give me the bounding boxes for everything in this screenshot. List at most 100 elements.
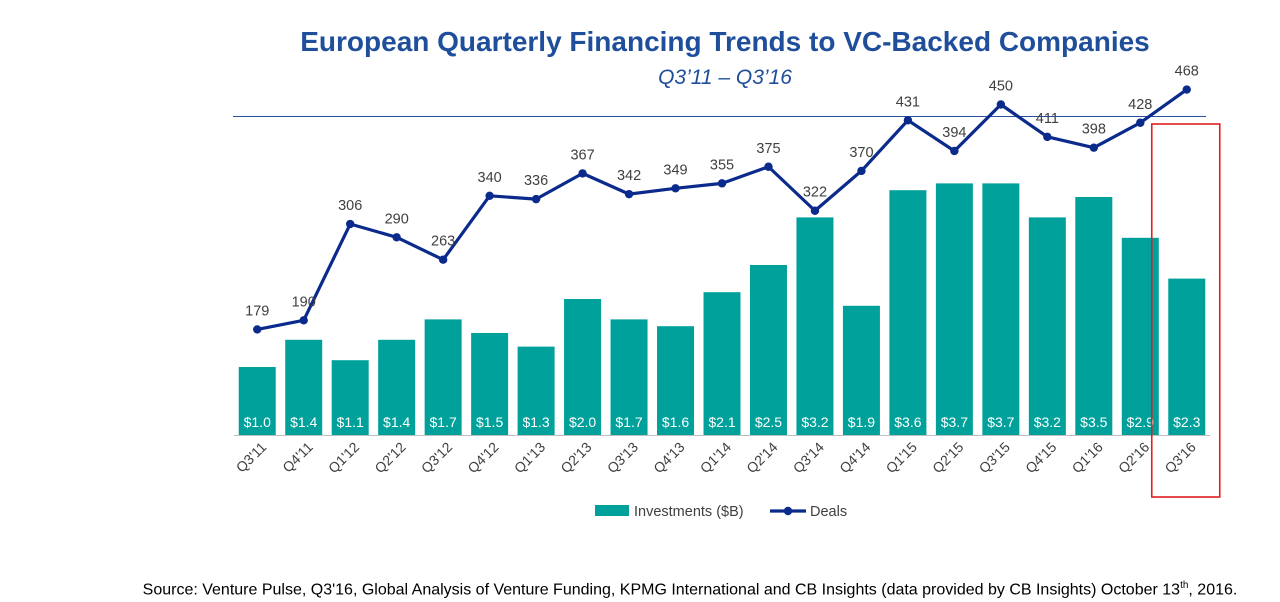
x-tick-label: Q2'14 xyxy=(743,439,781,477)
bar xyxy=(703,292,741,435)
deals-value-label: 306 xyxy=(338,198,362,214)
legend-deals-marker xyxy=(783,506,793,516)
bar-value-label: $2.5 xyxy=(755,414,782,430)
x-tick-label: Q3'13 xyxy=(604,439,642,477)
bar-value-label: $1.9 xyxy=(848,414,875,430)
deals-point xyxy=(1136,118,1145,127)
bar-value-label: $3.6 xyxy=(894,414,921,430)
x-tick-label: Q3'15 xyxy=(976,439,1014,477)
bar xyxy=(238,367,276,435)
bar xyxy=(842,305,880,435)
deals-point xyxy=(531,194,541,204)
bar-value-label: $2.1 xyxy=(708,414,735,430)
bar xyxy=(1121,237,1159,435)
x-tick-label: Q2'12 xyxy=(371,439,409,477)
deals-value-label: 263 xyxy=(431,234,455,250)
deals-point xyxy=(392,233,401,242)
source-text: Source: Venture Pulse, Q3'16, Global Ana… xyxy=(142,581,1181,599)
deals-value-label: 411 xyxy=(1036,111,1059,127)
deals-point xyxy=(1089,143,1099,152)
deals-point xyxy=(810,206,820,215)
bar-value-label: $1.4 xyxy=(383,414,410,430)
bar xyxy=(1028,217,1066,435)
bar-value-label: $1.7 xyxy=(430,414,457,430)
x-tick-label: Q4'12 xyxy=(464,439,502,477)
deals-value-label: 398 xyxy=(1082,122,1106,138)
deals-value-label: 450 xyxy=(989,79,1013,95)
deals-point xyxy=(1043,132,1052,142)
deals-value-label: 428 xyxy=(1128,97,1152,113)
x-tick-label: Q3'11 xyxy=(233,439,270,476)
bar-value-label: $1.6 xyxy=(662,414,689,430)
deals-value-label: 290 xyxy=(385,211,409,227)
title-divider xyxy=(233,116,1206,117)
bar xyxy=(517,346,555,435)
chart-subtitle: Q3’11 – Q3’16 xyxy=(658,66,792,89)
x-tick-label: Q1'12 xyxy=(325,439,363,477)
bar-value-label: $1.5 xyxy=(476,414,503,430)
bar xyxy=(796,217,834,435)
bar-value-label: $3.7 xyxy=(987,414,1014,430)
source-superscript: th xyxy=(1180,580,1189,591)
deals-point xyxy=(903,116,913,125)
bar xyxy=(564,299,602,435)
chart-title: European Quarterly Financing Trends to V… xyxy=(300,26,1150,57)
deals-point xyxy=(1182,85,1191,94)
x-tick-label: Q1'13 xyxy=(511,439,549,477)
bar xyxy=(1075,197,1113,435)
deals-point xyxy=(438,255,448,264)
bar-value-label: $1.0 xyxy=(244,414,271,430)
bar-value-label: $1.4 xyxy=(290,414,317,430)
x-tick-label: Q4'14 xyxy=(836,439,874,477)
deals-point xyxy=(345,219,355,229)
x-tick-label: Q4'11 xyxy=(279,439,316,476)
deals-value-label: 190 xyxy=(292,294,316,310)
deals-value-label: 342 xyxy=(617,168,641,184)
bar-value-label: $2.3 xyxy=(1173,414,1200,430)
bar xyxy=(378,339,416,435)
deals-value-label: 431 xyxy=(896,94,920,110)
deals-value-label: 367 xyxy=(570,147,594,163)
bar xyxy=(749,265,787,435)
x-tick-label: Q4'13 xyxy=(650,439,688,477)
legend-bars-swatch xyxy=(595,505,629,516)
deals-value-label: 375 xyxy=(756,141,780,157)
bar xyxy=(1168,278,1206,435)
deals-point xyxy=(671,184,680,193)
deals-point xyxy=(857,166,866,176)
x-tick-label: Q1'14 xyxy=(697,439,735,477)
deals-value-label: 349 xyxy=(663,162,687,178)
deals-point xyxy=(485,191,494,200)
x-tick-label: Q1'16 xyxy=(1069,439,1107,477)
deals-point xyxy=(578,169,587,178)
x-tick-label: Q2'13 xyxy=(557,439,595,477)
bar-value-label: $1.7 xyxy=(615,414,642,430)
bar-value-label: $3.5 xyxy=(1080,414,1107,430)
x-tick-label: Q2'16 xyxy=(1115,439,1153,477)
bar-value-label: $2.0 xyxy=(569,414,596,430)
source-text-end: , 2016. xyxy=(1188,581,1238,599)
deals-point xyxy=(253,325,262,334)
bar-value-label: $1.1 xyxy=(337,414,364,430)
highlight-box xyxy=(1150,123,1221,498)
deals-value-label: 394 xyxy=(942,125,966,141)
legend-bars-label: Investments ($B) xyxy=(634,504,744,520)
source-note: Source: Venture Pulse, Q3'16, Global Ana… xyxy=(0,580,1280,599)
x-tick-label: Q2'15 xyxy=(929,439,967,477)
bar-value-label: $3.2 xyxy=(1034,414,1061,430)
x-tick-label: Q3'12 xyxy=(418,439,456,477)
x-tick-label: Q1'15 xyxy=(883,439,921,477)
bar xyxy=(424,319,462,435)
bar-value-label: $2.9 xyxy=(1127,414,1154,430)
bar-value-label: $3.7 xyxy=(941,414,968,430)
bar-value-label: $1.3 xyxy=(522,414,549,430)
deals-point xyxy=(950,146,959,156)
bar xyxy=(889,190,927,435)
deals-value-label: 370 xyxy=(849,145,873,161)
bar-value-label: $3.2 xyxy=(801,414,828,430)
combo-chart: $1.0 $1.4 $1.1 $1.4 $1.7 $1.5 $1.3 $2.0 $1.7 $1.6… xyxy=(233,64,1221,520)
x-tick-label: Q4'15 xyxy=(1022,439,1060,477)
bar xyxy=(610,319,648,435)
bar xyxy=(331,360,369,435)
legend-deals-label: Deals xyxy=(810,504,847,520)
